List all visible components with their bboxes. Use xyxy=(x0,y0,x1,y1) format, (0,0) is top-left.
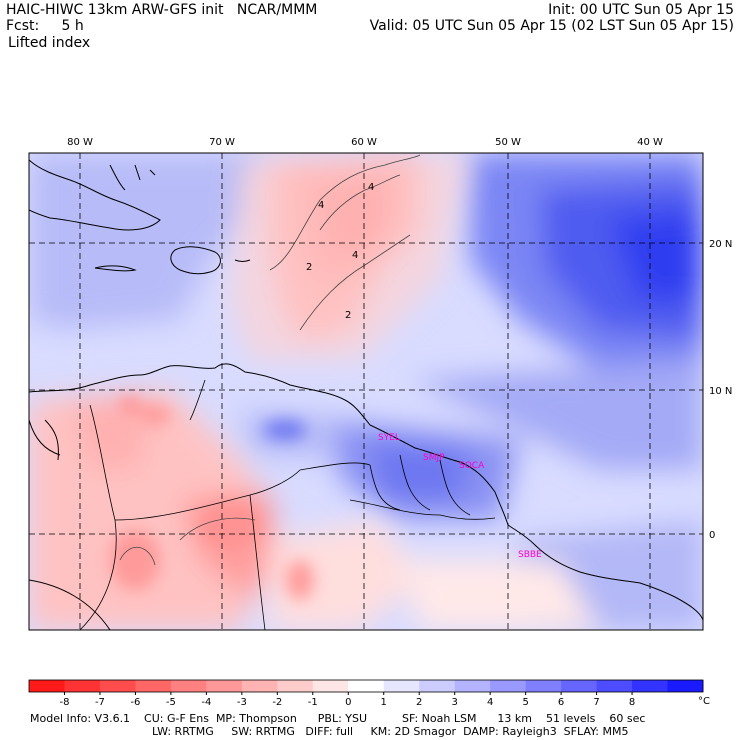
coastlines xyxy=(29,159,703,630)
colorbar-tick-label: 2 xyxy=(416,697,422,708)
contour-label: 2 xyxy=(306,262,312,273)
model-info-line2: LW: RRTMG SW: RRTMG DIFF: full KM: 2D Sm… xyxy=(152,725,629,738)
colorbar-tick-label: 7 xyxy=(593,697,599,708)
lon-label: 50 W xyxy=(495,137,521,148)
latitude-labels: 20 N 10 N 0 xyxy=(709,239,732,541)
lon-label: 40 W xyxy=(637,137,663,148)
colorbar-tick-label: 6 xyxy=(558,697,564,708)
contour-lines xyxy=(119,154,421,566)
colorbar-swatch xyxy=(596,680,633,692)
colorbar-tick-label: -5 xyxy=(166,697,176,708)
colorbar-tick-label: 8 xyxy=(629,697,635,708)
colorbar-swatch xyxy=(490,680,527,692)
colorbar-tick-label: -4 xyxy=(201,697,211,708)
colorbar-frame xyxy=(28,679,704,693)
init-time: Init: 00 UTC Sun 05 Apr 15 xyxy=(548,2,734,18)
colorbar-swatch xyxy=(525,680,562,692)
field-name: Lifted index xyxy=(8,35,91,51)
contour-label: 2 xyxy=(345,310,351,321)
colorbar-tick-label: -6 xyxy=(130,697,140,708)
colorbar-swatch xyxy=(419,680,456,692)
contour-label: 4 xyxy=(368,182,374,193)
map-title: HAIC-HIWC 13km ARW-GFS init NCAR/MMM xyxy=(6,2,318,18)
station-soca: SOCA xyxy=(459,461,485,471)
map-frame xyxy=(28,152,704,631)
colorbar-swatch xyxy=(632,680,669,692)
station-smjp: SMJP xyxy=(423,453,445,463)
colorbar-swatch xyxy=(277,680,314,692)
colorbar-unit: °C xyxy=(698,696,710,707)
colorbar-swatch xyxy=(135,680,172,692)
station-syel: SYEL xyxy=(378,433,400,443)
colorbar-tick-label: -8 xyxy=(59,697,69,708)
colorbar-tick-label: -7 xyxy=(95,697,105,708)
colorbar-tick-label: 1 xyxy=(381,697,387,708)
contour-label: 4 xyxy=(318,200,324,211)
lat-label: 10 N xyxy=(709,386,732,397)
colorbar-swatch xyxy=(454,680,491,692)
lifted-index-field xyxy=(29,153,703,630)
colorbar-swatch xyxy=(241,680,278,692)
colorbar-tick-label: 3 xyxy=(451,697,457,708)
colorbar-tick-label: 4 xyxy=(487,697,493,708)
colorbar-swatch xyxy=(170,680,207,692)
colorbar-tick-label: 5 xyxy=(522,697,528,708)
valid-time: Valid: 05 UTC Sun 05 Apr 15 (02 LST Sun … xyxy=(369,18,734,34)
colorbar-swatch xyxy=(29,680,65,692)
station-labels: SYEL SMJP SOCA SBBE xyxy=(378,433,542,560)
lat-label: 20 N xyxy=(709,239,732,250)
colorbar-swatch xyxy=(312,680,349,692)
colorbar-tick-label: -1 xyxy=(308,697,318,708)
lon-label: 60 W xyxy=(351,137,377,148)
political-borders xyxy=(79,379,496,630)
colorbar: -8 -7 -6 -5 -4 -3 -2 -1 0 1 2 3 4 5 6 7 8 xyxy=(28,679,704,708)
colorbar-tick-label: -2 xyxy=(272,697,282,708)
model-info-line1: Model Info: V3.6.1 CU: G-F Ens MP: Thomp… xyxy=(30,712,646,725)
longitude-labels: 80 W 70 W 60 W 50 W 40 W xyxy=(67,137,663,148)
lon-label: 70 W xyxy=(209,137,235,148)
lon-label: 80 W xyxy=(67,137,93,148)
colorbar-swatch xyxy=(383,680,420,692)
lat-label: 0 xyxy=(709,530,715,541)
forecast-hour: Fcst: 5 h xyxy=(6,18,84,34)
colorbar-swatch xyxy=(667,680,704,692)
colorbar-swatch xyxy=(64,680,101,692)
colorbar-tick-label: 0 xyxy=(345,697,351,708)
contour-label: 4 xyxy=(352,250,358,261)
lat-lon-grid xyxy=(29,153,703,630)
colorbar-swatch xyxy=(99,680,136,692)
colorbar-swatch xyxy=(561,680,598,692)
colorbar-swatch xyxy=(206,680,243,692)
contour-value-labels: 4 4 2 2 4 xyxy=(306,182,374,321)
station-sbbe: SBBE xyxy=(518,550,542,560)
colorbar-tick-label: -3 xyxy=(237,697,247,708)
colorbar-swatch xyxy=(348,680,385,692)
